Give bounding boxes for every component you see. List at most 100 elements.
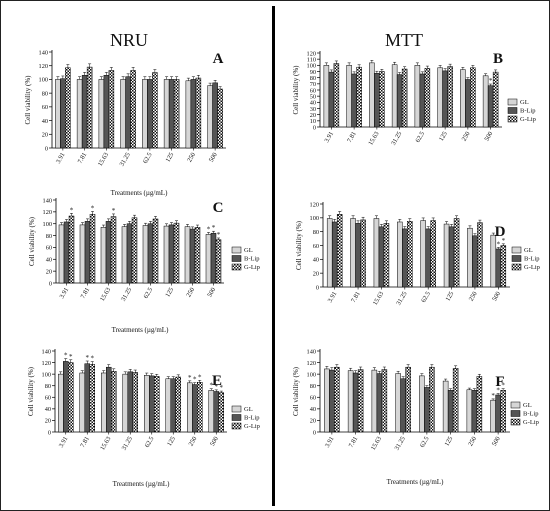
bar-b-lip: [465, 79, 471, 128]
significance-asterisk: *: [69, 353, 73, 361]
y-tick-label: 40: [46, 257, 52, 264]
x-tick-label: 7.81: [77, 152, 89, 165]
bar-g-lip: [405, 366, 411, 433]
bar-gl: [76, 79, 83, 149]
x-tick-label: 15.63: [99, 287, 112, 303]
bar-gl: [208, 390, 214, 433]
significance-asterisk: *: [491, 392, 495, 400]
x-tick-label: 31.25: [121, 436, 134, 452]
y-tick-label: 20: [42, 132, 48, 139]
bar-gl: [58, 373, 64, 433]
panel-letter: B: [493, 51, 503, 67]
chart-panel-d: 0 20 40 60 80 100 120 Cell viability (%) 3.91 7.8…: [295, 201, 540, 306]
x-tick-label: 500: [491, 291, 502, 303]
bar-b-lip: [376, 373, 383, 433]
bar-gl: [185, 80, 192, 149]
y-axis-label: Cell viability (%): [292, 366, 300, 416]
x-axis-label: Treatments (µg/mL): [111, 189, 169, 197]
y-tick-label: 140: [307, 348, 316, 355]
legend-swatch-gl: [507, 98, 518, 106]
bar-g-lip: [500, 245, 507, 288]
y-tick-label: 120: [39, 63, 48, 70]
bar-gl: [79, 372, 85, 433]
bar-b-lip: [487, 85, 494, 128]
bar-b-lip: [447, 390, 454, 433]
bar-b-lip: [170, 378, 176, 433]
x-tick-label: 15.63: [367, 131, 380, 147]
bar-gl: [101, 372, 107, 433]
panel-letter: A: [213, 51, 224, 67]
y-tick-label: 20: [46, 268, 52, 275]
significance-asterisk: *: [210, 382, 214, 390]
legend-swatch-g-lip: [231, 422, 242, 430]
bar-gl: [467, 227, 473, 288]
y-tick-label: 70: [310, 81, 316, 88]
bar-gl: [122, 373, 128, 433]
x-tick-label: 3.91: [58, 436, 70, 449]
bar-b-lip: [84, 363, 90, 433]
bar-g-lip: [173, 79, 180, 149]
bar-gl: [144, 375, 150, 433]
y-axis-label: Cell viability (%): [24, 75, 32, 125]
y-tick-label: 100: [307, 371, 316, 378]
y-tick-label: 80: [313, 229, 319, 236]
bar-gl: [482, 75, 489, 128]
bar-gl: [324, 368, 330, 433]
bar-g-lip: [476, 376, 483, 433]
bar-b-lip: [125, 76, 131, 149]
bar-gl: [395, 373, 401, 433]
x-tick-label: 31.25: [395, 291, 408, 307]
bar-g-lip: [111, 371, 117, 433]
bar-g-lip: [379, 71, 385, 128]
bar-b-lip: [210, 232, 217, 284]
legend-label: G-Lip: [524, 264, 540, 271]
bar-gl: [350, 218, 356, 288]
bar-b-lip: [374, 73, 380, 128]
bar-b-lip: [103, 75, 110, 149]
bar-g-lip: [492, 71, 499, 128]
bar-b-lip: [495, 394, 501, 433]
bar-b-lip: [63, 221, 70, 284]
legend-label: G-Lip: [244, 264, 260, 271]
x-tick-label: 62.5: [142, 152, 154, 165]
column-divider: [272, 6, 275, 506]
bar-g-lip: [477, 222, 483, 288]
bar-gl: [490, 399, 496, 433]
y-tick-label: 0: [313, 429, 316, 436]
bar-g-lip: [333, 63, 340, 128]
bar-gl: [163, 79, 170, 149]
legend-swatch-g-lip: [510, 418, 521, 426]
significance-asterisk: *: [86, 354, 90, 362]
y-tick-label: 30: [310, 106, 316, 113]
bar-g-lip: [381, 369, 388, 433]
x-tick-label: 125: [166, 436, 177, 448]
bar-gl: [55, 79, 61, 149]
x-tick-label: 62.5: [144, 436, 156, 449]
bar-gl: [490, 234, 497, 288]
x-tick-label: 15.63: [372, 291, 385, 307]
y-tick-label: 0: [45, 145, 48, 152]
x-tick-label: 125: [444, 291, 455, 303]
bar-g-lip: [407, 221, 413, 288]
legend-swatch-b-lip: [231, 255, 242, 262]
bar-b-lip: [168, 79, 175, 149]
bar-g-lip: [173, 222, 180, 284]
x-tick-label: 250: [467, 436, 478, 448]
y-tick-label: 40: [310, 406, 316, 413]
legend-swatch-gl: [231, 405, 242, 413]
x-tick-label: 31.25: [390, 131, 403, 147]
significance-asterisk: *: [188, 374, 192, 382]
x-tick-label: 3.91: [324, 436, 336, 449]
y-tick-label: 90: [310, 69, 316, 76]
bar-b-lip: [168, 224, 175, 284]
bar-gl: [207, 85, 213, 149]
bar-g-lip: [68, 215, 75, 284]
x-tick-label: 500: [209, 436, 220, 448]
significance-asterisk: *: [64, 352, 68, 360]
x-tick-label: 31.25: [393, 436, 406, 452]
bar-g-lip: [68, 362, 74, 433]
bar-b-lip: [378, 226, 385, 288]
y-tick-label: 100: [307, 63, 316, 70]
bar-g-lip: [108, 70, 115, 149]
